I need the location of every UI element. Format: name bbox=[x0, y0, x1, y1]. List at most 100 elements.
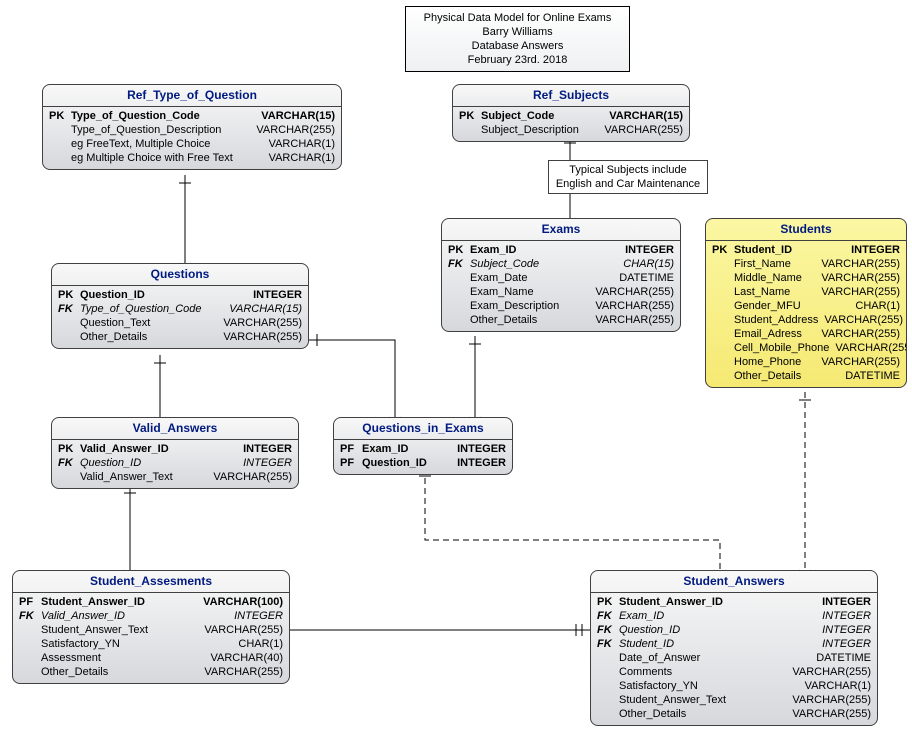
field-key bbox=[19, 637, 41, 651]
field-key bbox=[712, 313, 734, 327]
field-key bbox=[448, 313, 470, 327]
field-type: VARCHAR(255) bbox=[604, 123, 683, 137]
field-key bbox=[712, 327, 734, 341]
field-row: FKType_of_Question_CodeVARCHAR(15) bbox=[58, 302, 302, 316]
field-name: Exam_ID bbox=[470, 243, 625, 257]
field-row: Gender_MFUCHAR(1) bbox=[712, 299, 900, 313]
note-subjects: Typical Subjects include English and Car… bbox=[548, 160, 708, 194]
field-row: Valid_Answer_TextVARCHAR(255) bbox=[58, 470, 292, 484]
field-type: VARCHAR(40) bbox=[210, 651, 283, 665]
field-name: Other_Details bbox=[80, 330, 223, 344]
field-type: INTEGER bbox=[457, 456, 506, 470]
field-type: VARCHAR(255) bbox=[792, 707, 871, 721]
field-type: VARCHAR(255) bbox=[223, 330, 302, 344]
field-type: VARCHAR(1) bbox=[269, 137, 335, 151]
entity-body: PKValid_Answer_IDINTEGERFKQuestion_IDINT… bbox=[52, 440, 298, 488]
note-line: Typical Subjects include bbox=[555, 163, 701, 177]
field-row: Date_of_AnswerDATETIME bbox=[597, 651, 871, 665]
field-row: Email_AdressVARCHAR(255) bbox=[712, 327, 900, 341]
field-row: Student_Answer_TextVARCHAR(255) bbox=[19, 623, 283, 637]
field-key: PF bbox=[340, 456, 362, 470]
field-type: VARCHAR(255) bbox=[821, 355, 900, 369]
field-type: VARCHAR(15) bbox=[261, 109, 335, 123]
field-key: FK bbox=[19, 609, 41, 623]
entity-ref-type-of-question: Ref_Type_of_QuestionPKType_of_Question_C… bbox=[42, 84, 342, 170]
field-row: eg FreeText, Multiple ChoiceVARCHAR(1) bbox=[49, 137, 335, 151]
field-key bbox=[58, 316, 80, 330]
entity-questions: QuestionsPKQuestion_IDINTEGERFKType_of_Q… bbox=[51, 263, 309, 349]
field-key bbox=[49, 123, 71, 137]
field-key: PF bbox=[340, 442, 362, 456]
field-name: Type_of_Question_Code bbox=[71, 109, 261, 123]
connector-q_to_qie bbox=[309, 340, 395, 417]
field-name: Other_Details bbox=[470, 313, 595, 327]
field-key bbox=[712, 257, 734, 271]
field-type: VARCHAR(255) bbox=[213, 470, 292, 484]
field-row: Satisfactory_YNVARCHAR(1) bbox=[597, 679, 871, 693]
field-key bbox=[19, 651, 41, 665]
entity-body: PKType_of_Question_CodeVARCHAR(15)Type_o… bbox=[43, 107, 341, 169]
field-key: FK bbox=[597, 623, 619, 637]
field-name: Type_of_Question_Code bbox=[80, 302, 229, 316]
field-type: DATETIME bbox=[816, 651, 871, 665]
field-name: Home_Phone bbox=[734, 355, 821, 369]
field-name: Email_Adress bbox=[734, 327, 821, 341]
entity-body: PKStudent_IDINTEGERFirst_NameVARCHAR(255… bbox=[706, 241, 906, 387]
field-type: INTEGER bbox=[625, 243, 674, 257]
field-name: Student_Address bbox=[734, 313, 824, 327]
field-name: Type_of_Question_Description bbox=[71, 123, 256, 137]
field-key bbox=[448, 285, 470, 299]
field-key bbox=[712, 285, 734, 299]
field-name: Middle_Name bbox=[734, 271, 821, 285]
field-type: VARCHAR(255) bbox=[824, 313, 903, 327]
entity-body: PFStudent_Answer_IDVARCHAR(100)FKValid_A… bbox=[13, 593, 289, 683]
title-line: February 23rd. 2018 bbox=[416, 53, 619, 67]
field-type: VARCHAR(15) bbox=[229, 302, 302, 316]
field-name: Cell_Mobile_Phone bbox=[734, 341, 835, 355]
field-type: INTEGER bbox=[822, 609, 871, 623]
field-row: AssessmentVARCHAR(40) bbox=[19, 651, 283, 665]
field-key: PK bbox=[58, 442, 80, 456]
entity-title: Ref_Type_of_Question bbox=[43, 85, 341, 107]
field-row: Student_AddressVARCHAR(255) bbox=[712, 313, 900, 327]
field-type: INTEGER bbox=[253, 288, 302, 302]
field-name: Question_ID bbox=[80, 456, 243, 470]
field-type: VARCHAR(255) bbox=[792, 665, 871, 679]
field-type: VARCHAR(255) bbox=[204, 623, 283, 637]
field-row: PFQuestion_IDINTEGER bbox=[340, 456, 506, 470]
field-key bbox=[58, 330, 80, 344]
field-row: FKStudent_IDINTEGER bbox=[597, 637, 871, 651]
title-line: Database Answers bbox=[416, 39, 619, 53]
field-name: Subject_Code bbox=[481, 109, 609, 123]
field-name: Exam_Date bbox=[470, 271, 619, 285]
field-key bbox=[448, 271, 470, 285]
field-row: Other_DetailsVARCHAR(255) bbox=[19, 665, 283, 679]
field-row: Type_of_Question_DescriptionVARCHAR(255) bbox=[49, 123, 335, 137]
field-name: Last_Name bbox=[734, 285, 821, 299]
field-row: Other_DetailsVARCHAR(255) bbox=[58, 330, 302, 344]
field-name: Question_ID bbox=[80, 288, 253, 302]
entity-title: Questions_in_Exams bbox=[334, 418, 512, 440]
field-type: CHAR(1) bbox=[238, 637, 283, 651]
field-key: PK bbox=[49, 109, 71, 123]
field-key bbox=[712, 369, 734, 383]
field-name: Valid_Answer_ID bbox=[80, 442, 243, 456]
field-row: PKExam_IDINTEGER bbox=[448, 243, 674, 257]
field-key bbox=[712, 355, 734, 369]
field-name: First_Name bbox=[734, 257, 821, 271]
field-type: VARCHAR(255) bbox=[821, 257, 900, 271]
field-key: PK bbox=[58, 288, 80, 302]
field-row: PKStudent_Answer_IDINTEGER bbox=[597, 595, 871, 609]
field-name: Subject_Code bbox=[470, 257, 623, 271]
field-type: VARCHAR(255) bbox=[835, 341, 907, 355]
field-key bbox=[712, 299, 734, 313]
field-type: INTEGER bbox=[822, 623, 871, 637]
field-row: First_NameVARCHAR(255) bbox=[712, 257, 900, 271]
field-name: Student_Answer_Text bbox=[41, 623, 204, 637]
field-type: VARCHAR(255) bbox=[256, 123, 335, 137]
field-row: Student_Answer_TextVARCHAR(255) bbox=[597, 693, 871, 707]
field-key bbox=[448, 299, 470, 313]
field-key: FK bbox=[597, 609, 619, 623]
field-row: Cell_Mobile_PhoneVARCHAR(255) bbox=[712, 341, 900, 355]
entity-title: Student_Answers bbox=[591, 571, 877, 593]
